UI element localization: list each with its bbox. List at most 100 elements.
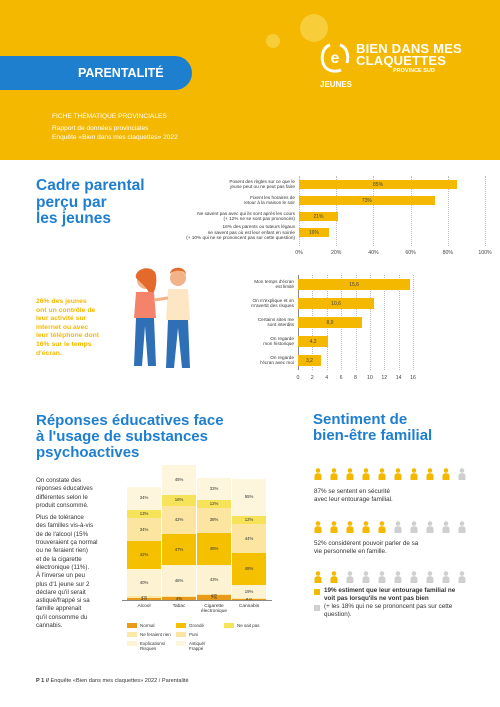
chart3-category-label: Cannabis bbox=[238, 604, 260, 609]
logo-text-2: CLAQUETTES bbox=[356, 53, 447, 68]
paragraph-line: et de la cigarette bbox=[36, 555, 82, 563]
paragraph-line: des familles vis-à-vis bbox=[36, 522, 94, 530]
chart3-legend-swatch bbox=[176, 641, 186, 646]
chart3-segment-label: 16% bbox=[174, 497, 184, 503]
chart3-legend-swatch bbox=[127, 623, 137, 628]
paragraph-line: ou ne feraient rien) bbox=[36, 547, 88, 555]
chart1-bar bbox=[299, 228, 329, 237]
chart3-segment bbox=[127, 597, 161, 600]
chart2-gridline bbox=[398, 275, 400, 370]
stat-parler: 52% considèrent pouvoir parler de sa vie… bbox=[314, 540, 419, 555]
chart1-tick-label: 80% bbox=[442, 250, 453, 256]
chart2-bar bbox=[298, 279, 411, 290]
chart3-segment-label: 7% bbox=[210, 594, 218, 600]
logo-jeunes: JEUNES bbox=[320, 80, 353, 89]
chart1-tick-label: 60% bbox=[405, 250, 416, 256]
person-icon bbox=[426, 468, 434, 480]
decor-circle-small bbox=[266, 34, 280, 48]
chart3-category-label: Cigarette électronique bbox=[200, 604, 228, 615]
chart3-segment bbox=[232, 523, 266, 554]
paragraph-line: différentes selon le bbox=[36, 493, 88, 501]
chart3-segment bbox=[232, 479, 266, 516]
chart1-gridline bbox=[410, 176, 412, 246]
paragraph-line: Plus de tolérance bbox=[36, 514, 84, 522]
chart3-segment bbox=[197, 565, 231, 594]
chart3-segment-label: 13% bbox=[139, 511, 149, 517]
chart2-bar-label: On m'explique et on m'avertit des risques bbox=[251, 297, 294, 309]
stat-bullet-yellow bbox=[314, 589, 320, 595]
chart2-bar bbox=[298, 317, 362, 328]
person-icon bbox=[426, 571, 434, 583]
chart2-gridline bbox=[384, 275, 386, 370]
paragraph-line: plus d'1 jeune sur 2 bbox=[36, 580, 90, 588]
chart3-segment bbox=[162, 595, 196, 598]
chart1-tick-label: 0% bbox=[295, 250, 303, 256]
chart3-legend-swatch bbox=[127, 641, 137, 646]
person-icon bbox=[330, 468, 338, 480]
section-title-cadre: Cadre parental perçu par les jeunes bbox=[36, 177, 145, 227]
chart3-segment-label: 40% bbox=[139, 579, 149, 585]
person-icon bbox=[362, 468, 370, 480]
chart3-segment bbox=[197, 595, 231, 600]
chart3-segment bbox=[127, 541, 161, 570]
person-icon bbox=[426, 521, 434, 533]
chart2-gridline bbox=[312, 275, 314, 370]
paragraph-line: déclare qu'il serait bbox=[36, 588, 86, 596]
chart1-bar-value: 21% bbox=[313, 214, 324, 220]
chart3-category-label: Tabac bbox=[172, 604, 186, 609]
chart1-bar bbox=[299, 196, 435, 205]
logo-e-icon: e bbox=[320, 43, 350, 73]
chart3-segment bbox=[162, 533, 196, 566]
chart3-segment-label: 19% bbox=[244, 588, 254, 594]
chart1-bar-value: 16% bbox=[308, 230, 319, 236]
chart2-tick-label: 0 bbox=[296, 375, 300, 381]
chart3-segment-label: 2% bbox=[210, 591, 218, 597]
chart3-segment-label: 1% bbox=[245, 595, 253, 601]
footer: P 1 // Enquête «Bien dans mes claquettes… bbox=[36, 678, 189, 684]
chart3-legend-label: Explications/Risques bbox=[140, 641, 166, 651]
person-icon bbox=[314, 468, 322, 480]
person-icon bbox=[378, 468, 386, 480]
chart3-segment-label: 34% bbox=[139, 495, 149, 501]
person-icon bbox=[314, 521, 322, 533]
reponses-paragraph: On constate des réponses éducatives différ… bbox=[36, 477, 118, 630]
person-icon bbox=[458, 521, 466, 533]
chart2-axis bbox=[298, 275, 299, 370]
chart3-segment bbox=[127, 595, 161, 598]
chart3-segment-label: 55% bbox=[244, 494, 254, 500]
chart2-bar bbox=[298, 298, 375, 309]
chart1-tick-label: 20% bbox=[330, 250, 342, 256]
chart3-segment-label: 44% bbox=[244, 535, 254, 541]
fiche-label: FICHE THÉMATIQUE PROVINCIALES bbox=[52, 113, 167, 120]
chart3-segment bbox=[197, 533, 231, 566]
chart2-tick-label: 14 bbox=[395, 375, 402, 381]
chart3-legend-swatch bbox=[224, 623, 234, 628]
chart2-tick-label: 10 bbox=[366, 375, 373, 381]
chart3-legend-swatch bbox=[176, 632, 186, 637]
logo-letter: e bbox=[331, 50, 340, 67]
chart3-segment-label: 2% bbox=[245, 596, 253, 602]
chart2-tick-label: 16 bbox=[410, 375, 416, 381]
chart3-segment-label: 4% bbox=[175, 595, 183, 601]
chart1-gridline bbox=[373, 176, 375, 246]
chart3-segment bbox=[197, 499, 231, 508]
chart3-segment-label: 3% bbox=[140, 593, 148, 599]
paragraph-line: famille apprenait bbox=[36, 605, 82, 613]
paragraph-line: On constate des bbox=[36, 477, 82, 484]
category-pill: PARENTALITÉ bbox=[0, 56, 192, 90]
chart1-gridline bbox=[299, 176, 300, 246]
stat-securite: 87% se sentent en sécurité avec leur ent… bbox=[314, 488, 393, 503]
chart3-category-label: Alcool bbox=[137, 604, 151, 609]
teenagers-illustration bbox=[134, 267, 190, 368]
chart1-bar-label: 16% des parents ou tuteurs légaux ne save… bbox=[186, 224, 295, 241]
chart3-legend-label: Ne feraient rien bbox=[140, 632, 171, 637]
chart2-tick-label: 12 bbox=[381, 375, 388, 381]
chart3-segment-label: 33% bbox=[209, 485, 219, 491]
chart1-bar bbox=[299, 180, 458, 189]
logo-text-3: PROVINCE SUD bbox=[393, 68, 435, 74]
chart1-bar-label: Fixent les horaires de retour à la maison… bbox=[243, 194, 295, 206]
person-icon bbox=[362, 571, 370, 583]
chart3-segment-label: 45% bbox=[174, 477, 184, 483]
chart2-bar-value: 15,6 bbox=[349, 282, 359, 288]
chart2-bar bbox=[298, 336, 329, 347]
